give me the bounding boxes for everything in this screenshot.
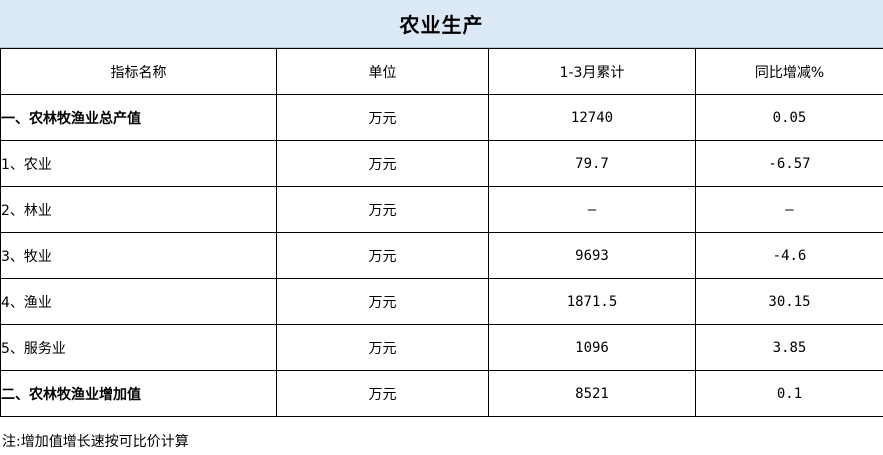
header-row: 指标名称 单位 1-3月累计 同比增减% [0, 48, 883, 95]
table-row: 一、农林牧渔业总产值 万元 12740 0.05 [0, 94, 883, 141]
row-unit: 万元 [276, 140, 489, 187]
row-change: -4.6 [695, 232, 883, 279]
row-value: 8521 [488, 370, 696, 417]
row-change: 3.85 [695, 324, 883, 371]
row-name: 4、渔业 [0, 278, 277, 325]
table-row: 4、渔业 万元 1871.5 30.15 [0, 278, 883, 325]
row-value: 1096 [488, 324, 696, 371]
row-unit: 万元 [276, 232, 489, 279]
data-table: 指标名称 单位 1-3月累计 同比增减% 一、农林牧渔业总产值 万元 12740… [0, 48, 883, 417]
row-change: — [695, 186, 883, 233]
row-value: — [488, 186, 696, 233]
header-unit: 单位 [276, 48, 489, 95]
row-unit: 万元 [276, 186, 489, 233]
table-row: 2、林业 万元 — — [0, 186, 883, 233]
table-row: 3、牧业 万元 9693 -4.6 [0, 232, 883, 279]
row-name: 2、林业 [0, 186, 277, 233]
row-change: -6.57 [695, 140, 883, 187]
header-change: 同比增减% [695, 48, 883, 95]
header-value: 1-3月累计 [488, 48, 696, 95]
row-value: 79.7 [488, 140, 696, 187]
row-name: 二、农林牧渔业增加值 [0, 370, 277, 417]
row-name: 3、牧业 [0, 232, 277, 279]
footnote: 注:增加值增长速按可比价计算 [2, 434, 189, 450]
row-unit: 万元 [276, 94, 489, 141]
row-change: 0.05 [695, 94, 883, 141]
row-name: 5、服务业 [0, 324, 277, 371]
table-row: 5、服务业 万元 1096 3.85 [0, 324, 883, 371]
row-change: 30.15 [695, 278, 883, 325]
row-unit: 万元 [276, 278, 489, 325]
row-name: 一、农林牧渔业总产值 [0, 94, 277, 141]
row-name: 1、农业 [0, 140, 277, 187]
row-unit: 万元 [276, 370, 489, 417]
row-value: 1871.5 [488, 278, 696, 325]
header-name: 指标名称 [0, 48, 277, 95]
table-row: 二、农林牧渔业增加值 万元 8521 0.1 [0, 370, 883, 417]
row-value: 12740 [488, 94, 696, 141]
row-change: 0.1 [695, 370, 883, 417]
row-unit: 万元 [276, 324, 489, 371]
row-value: 9693 [488, 232, 696, 279]
table-row: 1、农业 万元 79.7 -6.57 [0, 140, 883, 187]
table-title: 农业生产 [0, 0, 883, 48]
